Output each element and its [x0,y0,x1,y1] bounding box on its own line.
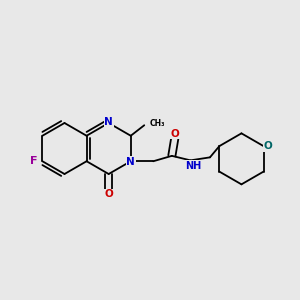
Text: O: O [264,141,272,151]
Text: NH: NH [185,161,201,171]
Text: O: O [104,189,113,199]
Text: N: N [104,117,113,128]
Text: CH₃: CH₃ [150,119,165,128]
Text: F: F [30,156,38,166]
Text: O: O [170,129,179,139]
Text: N: N [126,157,135,167]
